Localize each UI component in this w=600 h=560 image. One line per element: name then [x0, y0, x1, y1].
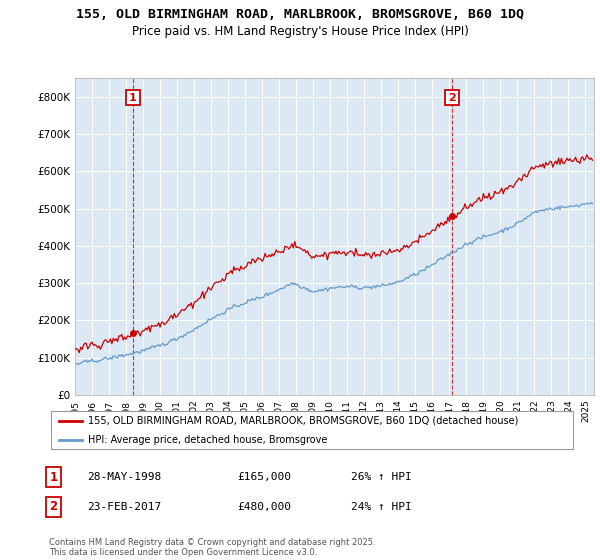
Text: Contains HM Land Registry data © Crown copyright and database right 2025.
This d: Contains HM Land Registry data © Crown c…	[49, 538, 376, 557]
Text: 2: 2	[49, 500, 58, 514]
Text: 26% ↑ HPI: 26% ↑ HPI	[351, 472, 412, 482]
Text: Price paid vs. HM Land Registry's House Price Index (HPI): Price paid vs. HM Land Registry's House …	[131, 25, 469, 38]
Text: £165,000: £165,000	[237, 472, 291, 482]
Text: HPI: Average price, detached house, Bromsgrove: HPI: Average price, detached house, Brom…	[88, 435, 327, 445]
Text: £480,000: £480,000	[237, 502, 291, 512]
Text: 28-MAY-1998: 28-MAY-1998	[87, 472, 161, 482]
Text: 2: 2	[448, 92, 456, 102]
Text: 155, OLD BIRMINGHAM ROAD, MARLBROOK, BROMSGROVE, B60 1DQ (detached house): 155, OLD BIRMINGHAM ROAD, MARLBROOK, BRO…	[88, 416, 518, 426]
FancyBboxPatch shape	[50, 411, 574, 449]
Text: 1: 1	[49, 470, 58, 484]
Text: 23-FEB-2017: 23-FEB-2017	[87, 502, 161, 512]
Text: 1: 1	[129, 92, 137, 102]
Text: 155, OLD BIRMINGHAM ROAD, MARLBROOK, BROMSGROVE, B60 1DQ: 155, OLD BIRMINGHAM ROAD, MARLBROOK, BRO…	[76, 8, 524, 21]
Text: 24% ↑ HPI: 24% ↑ HPI	[351, 502, 412, 512]
